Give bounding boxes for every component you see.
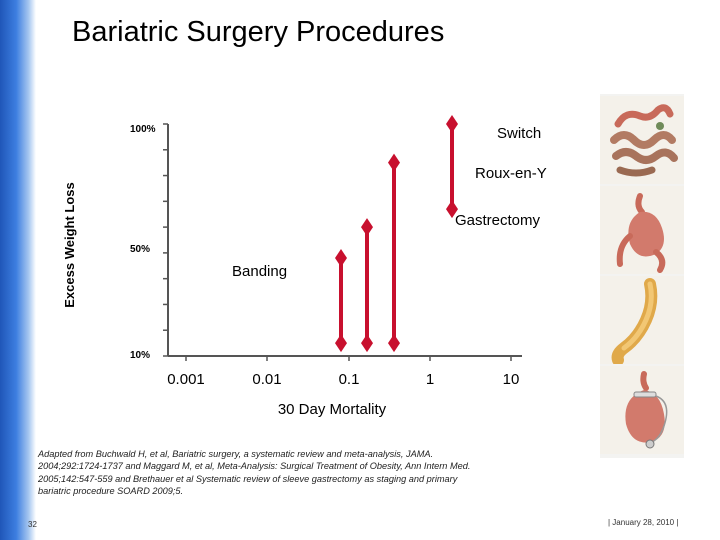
- range-bar-gastrectomy: [361, 218, 373, 353]
- date-label: | January 28, 2010 |: [608, 518, 679, 527]
- stomach-bypass-icon: [600, 186, 684, 274]
- y-tick-marks: [163, 123, 168, 357]
- marker-banding-low: [335, 334, 347, 353]
- x-tick-label-2: 0.1: [339, 371, 360, 388]
- marker-gastrectomy-high: [361, 218, 373, 237]
- sleeve-stomach-icon: [600, 276, 684, 366]
- x-axis-label: 30 Day Mortality: [278, 401, 387, 418]
- label-roux-en-y: Roux-en-Y: [475, 165, 547, 182]
- marker-gastrectomy-low: [361, 334, 373, 353]
- label-switch: Switch: [497, 125, 541, 142]
- y-tick-label-10: 10%: [130, 350, 150, 361]
- y-tick-label-50: 50%: [130, 244, 150, 255]
- label-gastrectomy: Gastrectomy: [455, 212, 541, 229]
- x-tick-label-1: 0.01: [252, 371, 281, 388]
- label-banding: Banding: [232, 263, 287, 280]
- intestines-anatomy-icon: [600, 96, 684, 184]
- marker-switch-low: [446, 200, 458, 219]
- x-tick-label-4: 10: [503, 371, 520, 388]
- y-tick-label-100: 100%: [130, 124, 156, 135]
- marker-switch-high: [446, 115, 458, 133]
- range-bar-banding: [335, 249, 347, 353]
- marker-roux-en-y-low: [388, 334, 400, 353]
- banded-stomach-icon: [600, 366, 684, 454]
- citation-footnote: Adapted from Buchwald H, et al, Bariatri…: [38, 449, 471, 497]
- sidebar-gradient: [0, 0, 36, 540]
- marker-banding-high: [335, 249, 347, 268]
- page-title: Bariatric Surgery Procedures: [72, 16, 445, 48]
- x-tick-label-0: 0.001: [167, 371, 205, 388]
- x-tick-label-3: 1: [426, 371, 434, 388]
- range-bar-switch: [446, 115, 458, 219]
- marker-roux-en-y-high: [388, 153, 400, 172]
- x-tick-marks: [185, 356, 512, 361]
- slide-number: 32: [28, 520, 37, 529]
- y-axis-label: Excess Weight Loss: [62, 182, 77, 307]
- range-bar-roux-en-y: [388, 153, 400, 353]
- procedure-illustrations: [600, 94, 684, 458]
